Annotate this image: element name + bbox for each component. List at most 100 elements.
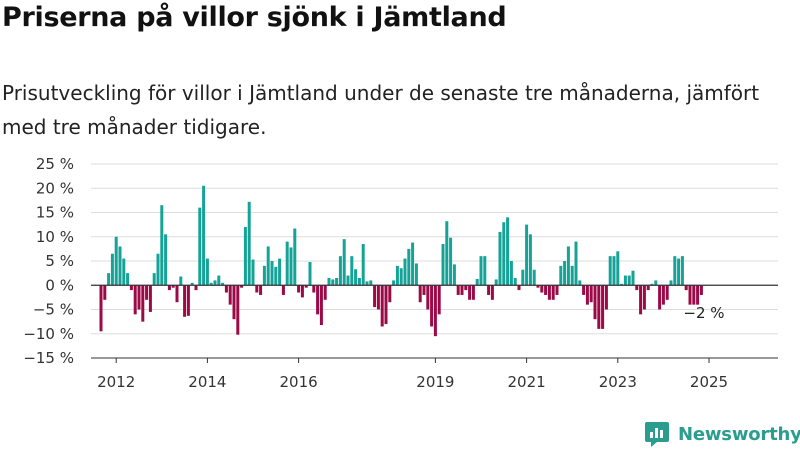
y-tick-label: 5 % bbox=[45, 252, 74, 270]
bar bbox=[639, 285, 643, 315]
bar bbox=[270, 261, 274, 286]
bar bbox=[509, 261, 513, 286]
bar bbox=[259, 285, 263, 295]
bar bbox=[338, 256, 342, 286]
bar bbox=[468, 285, 472, 300]
x-tick-label: 2012 bbox=[97, 373, 135, 390]
bar bbox=[190, 282, 194, 286]
bar bbox=[342, 239, 346, 286]
bar bbox=[532, 269, 536, 286]
y-tick-label: 10 % bbox=[36, 228, 74, 246]
bar bbox=[544, 285, 548, 295]
newsworthy-logo-icon bbox=[645, 422, 669, 447]
bar bbox=[547, 285, 551, 300]
bar-chart: 25 % 20 % 15 % 10 % 5 % 0 % −5 % −10 % −15 % 2012… bbox=[23, 155, 778, 390]
bar bbox=[449, 237, 453, 286]
bar bbox=[183, 285, 187, 317]
bar bbox=[612, 256, 616, 286]
y-tick-label: 20 % bbox=[36, 179, 74, 197]
bar bbox=[300, 285, 304, 298]
bar bbox=[620, 283, 624, 286]
bar bbox=[308, 261, 312, 286]
bar bbox=[221, 282, 225, 286]
bar bbox=[578, 280, 582, 286]
bar bbox=[240, 285, 244, 288]
bar bbox=[167, 285, 171, 291]
bar bbox=[528, 234, 532, 286]
bar bbox=[483, 256, 487, 286]
bar bbox=[205, 258, 209, 286]
bar bbox=[114, 236, 118, 286]
bar bbox=[498, 231, 502, 286]
bar bbox=[684, 285, 688, 291]
bar bbox=[430, 285, 434, 327]
bar bbox=[540, 285, 544, 293]
bar bbox=[312, 285, 316, 293]
y-tick-label: 15 % bbox=[36, 204, 74, 222]
bar bbox=[418, 285, 422, 303]
bar bbox=[262, 265, 266, 286]
x-tick-label: 2014 bbox=[188, 373, 226, 390]
bar bbox=[99, 285, 103, 332]
bar bbox=[103, 285, 107, 300]
bar bbox=[616, 251, 620, 286]
bar bbox=[673, 256, 677, 286]
bar bbox=[293, 228, 297, 286]
bar bbox=[692, 285, 696, 305]
bar bbox=[304, 285, 308, 288]
bar bbox=[570, 265, 574, 286]
bar bbox=[597, 285, 601, 329]
labels: 25 % 20 % 15 % 10 % 5 % 0 % −5 % −10 % −15 % 2012… bbox=[23, 155, 728, 390]
brand-name: Newsworthy bbox=[678, 423, 800, 445]
bar bbox=[232, 285, 236, 320]
bar bbox=[137, 285, 141, 310]
bar bbox=[247, 201, 251, 286]
last-value-label: −2 % bbox=[683, 304, 724, 322]
bar bbox=[627, 275, 631, 286]
bar bbox=[555, 285, 559, 295]
bar bbox=[452, 264, 456, 286]
bars bbox=[99, 185, 703, 337]
x-tick-label: 2021 bbox=[508, 373, 546, 390]
chart-title: Priserna på villor sjönk i Jämtland bbox=[2, 2, 507, 33]
y-tick-label: −15 % bbox=[23, 349, 74, 367]
bar bbox=[384, 285, 388, 325]
bar bbox=[255, 285, 259, 293]
bar bbox=[502, 222, 506, 286]
bar bbox=[373, 285, 377, 308]
bar bbox=[677, 258, 681, 286]
bar bbox=[696, 285, 700, 305]
bar bbox=[551, 285, 555, 300]
bar bbox=[608, 256, 612, 286]
bar bbox=[319, 285, 323, 326]
bar bbox=[426, 285, 430, 310]
bar bbox=[274, 266, 278, 286]
bar bbox=[631, 270, 635, 286]
bar bbox=[148, 285, 152, 312]
bar bbox=[152, 273, 156, 286]
y-tick-label: 25 % bbox=[36, 155, 74, 173]
bar bbox=[133, 285, 137, 315]
bar bbox=[380, 285, 384, 327]
bar bbox=[456, 285, 460, 295]
newsworthy-logo: Newsworthy bbox=[644, 419, 800, 449]
bar bbox=[357, 277, 361, 286]
bar bbox=[403, 258, 407, 286]
bar bbox=[635, 285, 639, 291]
bar bbox=[475, 278, 479, 286]
bar bbox=[346, 275, 350, 286]
bar bbox=[164, 234, 168, 286]
bar bbox=[107, 273, 111, 286]
bar bbox=[654, 280, 658, 286]
bar bbox=[650, 283, 654, 286]
bar bbox=[445, 221, 449, 286]
bar bbox=[289, 247, 293, 286]
bar bbox=[316, 285, 320, 315]
bar bbox=[487, 285, 491, 295]
bar bbox=[669, 280, 673, 286]
bar bbox=[376, 285, 380, 310]
axes bbox=[91, 284, 778, 363]
bar bbox=[209, 282, 213, 286]
bar bbox=[536, 285, 540, 288]
bar bbox=[604, 285, 608, 310]
